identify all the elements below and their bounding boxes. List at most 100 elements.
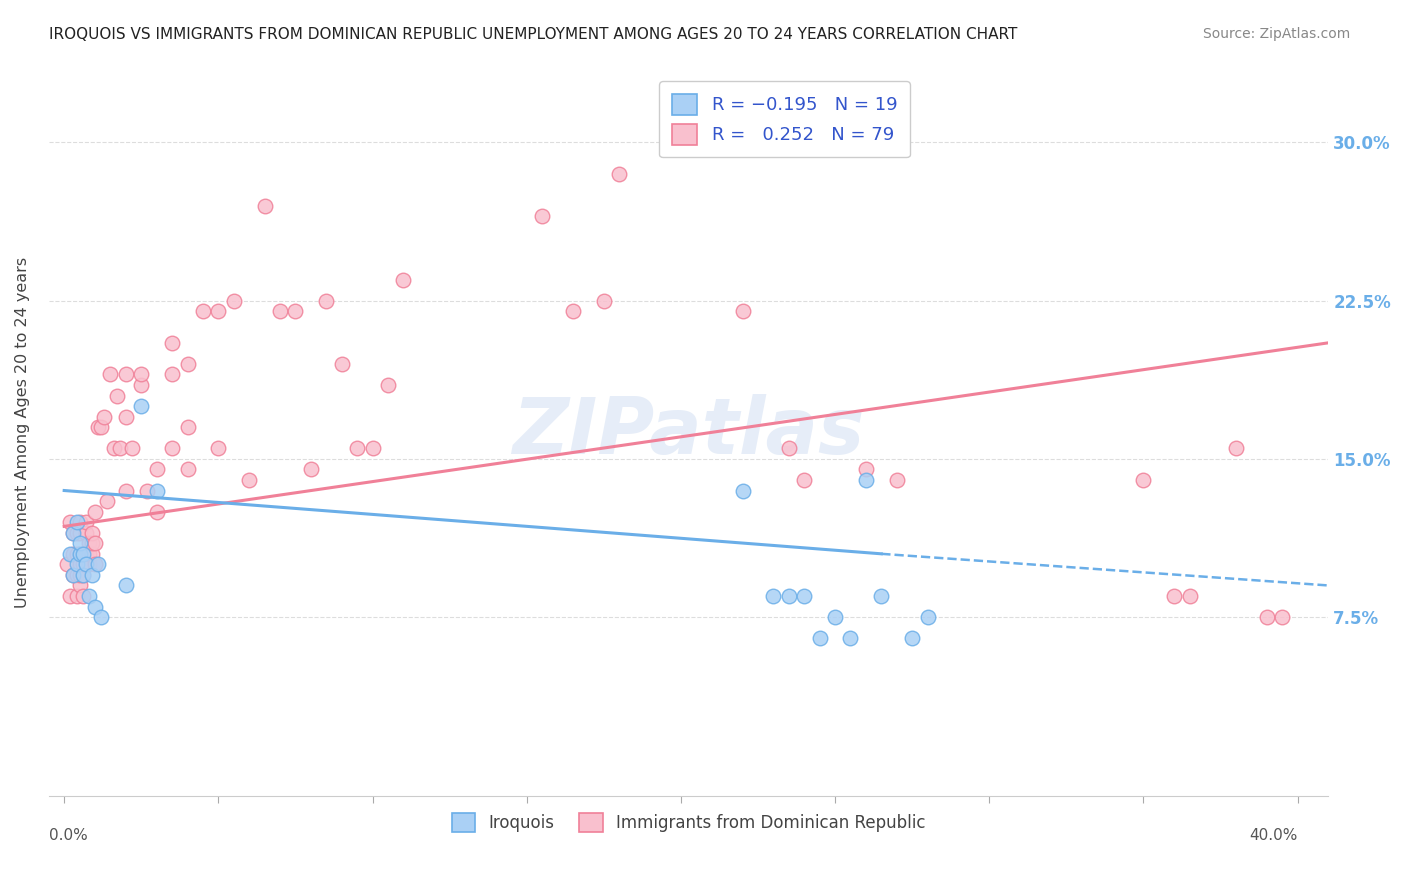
Point (160, 335, 183, 350)
Point (77, 558, 100, 572)
Point (855, 473, 877, 487)
Point (62, 547, 84, 561)
Point (77, 536, 100, 550)
Point (129, 399, 152, 413)
Point (56, 558, 79, 572)
Point (346, 442, 368, 456)
Text: Source: ZipAtlas.com: Source: ZipAtlas.com (1202, 27, 1350, 41)
Point (561, 304, 583, 318)
Text: ZIPatlas: ZIPatlas (512, 394, 865, 470)
Point (69, 515, 91, 529)
Point (855, 462, 877, 476)
Point (77, 547, 100, 561)
Point (62, 525, 84, 540)
Point (84, 536, 107, 550)
Point (108, 442, 131, 456)
Point (808, 631, 831, 645)
Point (69, 547, 91, 561)
Point (176, 420, 198, 434)
Point (121, 442, 143, 456)
Point (901, 631, 924, 645)
Point (80, 525, 103, 540)
Point (531, 209, 554, 223)
Point (69, 578, 91, 592)
Point (65, 558, 87, 572)
Point (839, 631, 862, 645)
Point (114, 483, 136, 498)
Point (1271, 610, 1294, 624)
Point (361, 442, 384, 456)
Point (65, 525, 87, 540)
Point (377, 378, 399, 392)
Point (269, 304, 291, 318)
Point (69, 536, 91, 550)
Point (778, 589, 800, 603)
Point (80, 547, 103, 561)
Point (72, 568, 94, 582)
Point (917, 610, 939, 624)
Point (103, 442, 125, 456)
Point (1225, 442, 1247, 456)
Point (87, 420, 110, 434)
Point (69, 568, 91, 582)
Point (84, 599, 107, 614)
Point (793, 473, 815, 487)
Point (65, 568, 87, 582)
Point (793, 589, 815, 603)
Point (90, 610, 112, 624)
Text: IROQUOIS VS IMMIGRANTS FROM DOMINICAN REPUBLIC UNEMPLOYMENT AMONG AGES 20 TO 24 : IROQUOIS VS IMMIGRANTS FROM DOMINICAN RE… (49, 27, 1018, 42)
Point (315, 293, 337, 308)
Point (886, 473, 908, 487)
Point (392, 272, 415, 286)
Point (160, 442, 183, 456)
Point (77, 589, 100, 603)
Point (75, 547, 97, 561)
Point (145, 462, 167, 476)
Point (176, 357, 198, 371)
Point (731, 304, 754, 318)
Point (69, 558, 91, 572)
Point (207, 442, 229, 456)
Point (114, 409, 136, 424)
Point (105, 388, 128, 402)
Point (176, 462, 198, 476)
Point (80, 568, 103, 582)
Point (59, 589, 82, 603)
Point (100, 368, 122, 382)
Point (62, 525, 84, 540)
Y-axis label: Unemployment Among Ages 20 to 24 years: Unemployment Among Ages 20 to 24 years (15, 257, 30, 608)
Text: 0.0%: 0.0% (49, 828, 87, 843)
Point (607, 167, 630, 181)
Point (1256, 610, 1278, 624)
Point (1132, 473, 1154, 487)
Point (136, 483, 159, 498)
Point (59, 515, 82, 529)
Point (114, 368, 136, 382)
Point (96, 494, 118, 508)
Point (824, 610, 846, 624)
Point (75, 515, 97, 529)
Point (1178, 589, 1201, 603)
Point (72, 589, 94, 603)
Point (93, 409, 115, 424)
Point (72, 568, 94, 582)
Point (145, 505, 167, 519)
Point (191, 304, 214, 318)
Point (778, 442, 800, 456)
Point (145, 483, 167, 498)
Legend: Iroquois, Immigrants from Dominican Republic: Iroquois, Immigrants from Dominican Repu… (444, 806, 932, 839)
Point (299, 462, 322, 476)
Point (253, 199, 276, 213)
Point (65, 547, 87, 561)
Point (62, 568, 84, 582)
Point (72, 547, 94, 561)
Point (1163, 589, 1185, 603)
Point (762, 589, 785, 603)
Point (330, 357, 353, 371)
Point (129, 378, 152, 392)
Point (69, 547, 91, 561)
Point (84, 558, 107, 572)
Point (75, 525, 97, 540)
Point (129, 368, 152, 382)
Text: 40.0%: 40.0% (1249, 828, 1298, 843)
